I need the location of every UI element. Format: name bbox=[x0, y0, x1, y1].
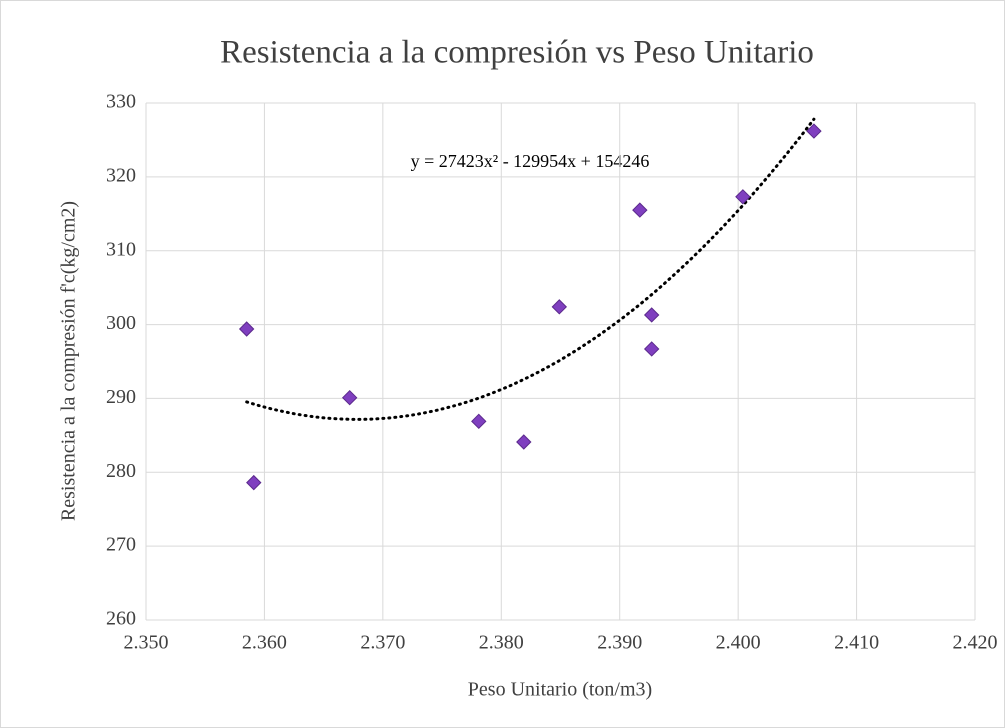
x-tick-label: 2.390 bbox=[597, 632, 642, 654]
data-point bbox=[516, 434, 532, 450]
y-tick-label: 260 bbox=[106, 608, 136, 630]
x-tick-label: 2.370 bbox=[360, 632, 405, 654]
data-point bbox=[643, 307, 660, 323]
trendline-equation: y = 27423x² - 129954x + 154246 bbox=[411, 151, 650, 171]
x-tick-label: 2.420 bbox=[953, 632, 998, 654]
y-axis-label: Resistencia a la compresión f'c(kg/cm2) bbox=[58, 201, 80, 521]
chart-title: Resistencia a la compresión vs Peso Unit… bbox=[220, 35, 814, 71]
data-point bbox=[643, 341, 660, 357]
x-tick-label: 2.360 bbox=[242, 632, 287, 654]
y-tick-label: 320 bbox=[106, 164, 136, 186]
data-point bbox=[246, 474, 262, 491]
y-tick-label: 290 bbox=[106, 386, 136, 408]
data-point bbox=[632, 202, 648, 218]
data-point bbox=[735, 189, 751, 205]
data-point bbox=[806, 123, 822, 139]
data-point bbox=[238, 321, 255, 337]
x-tick-label: 2.380 bbox=[479, 632, 524, 654]
x-axis-label: Peso Unitario (ton/m3) bbox=[468, 679, 652, 701]
data-point bbox=[471, 413, 487, 430]
data-point bbox=[551, 299, 568, 315]
x-tick-label: 2.350 bbox=[124, 632, 169, 654]
y-tick-label: 280 bbox=[106, 460, 136, 482]
x-tick-label: 2.410 bbox=[834, 632, 879, 654]
y-tick-label: 300 bbox=[106, 312, 136, 334]
y-tick-label: 310 bbox=[106, 238, 136, 260]
y-tick-label: 270 bbox=[106, 534, 136, 556]
data-point bbox=[341, 389, 358, 406]
x-tick-label: 2.400 bbox=[716, 632, 761, 654]
trendline bbox=[245, 117, 816, 421]
y-tick-label: 330 bbox=[106, 91, 136, 113]
